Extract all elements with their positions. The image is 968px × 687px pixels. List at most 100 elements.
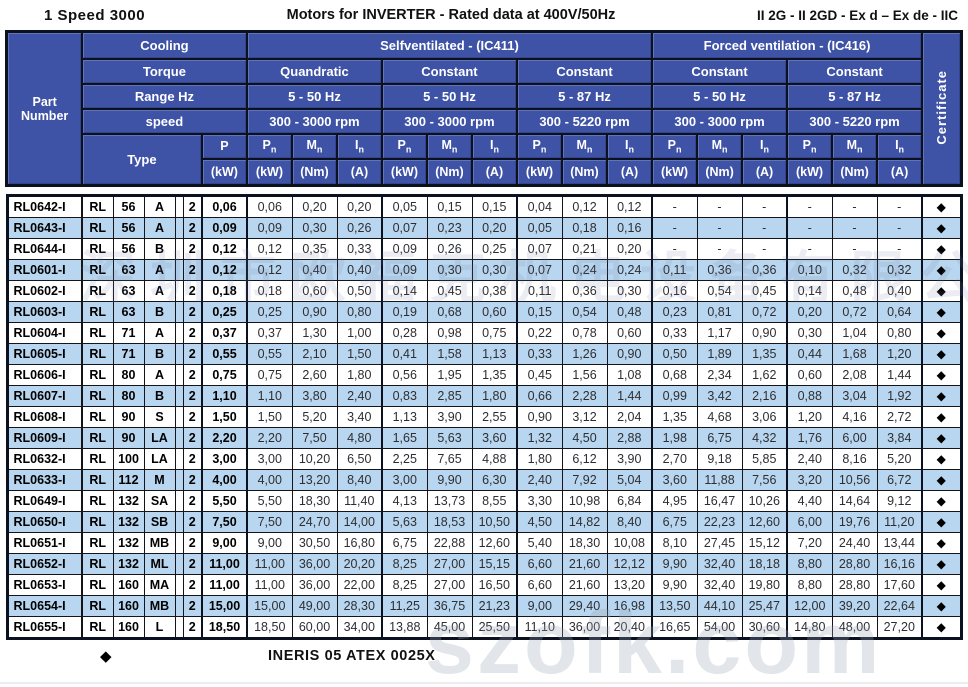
value-cell: 0,15: [471, 195, 518, 218]
value-cell: 18,50: [246, 616, 293, 639]
value-cell: -: [786, 217, 833, 239]
certificate-cell: ◆: [921, 238, 962, 260]
part-number-cell: RL0609-I: [6, 427, 83, 449]
value-cell: 7,50: [246, 511, 293, 533]
p-cell: 0,12: [201, 259, 248, 281]
type-pole: 2: [182, 616, 203, 639]
type-size: 80: [112, 385, 145, 407]
type-spacer: [174, 616, 184, 639]
value-cell: 0,60: [471, 301, 518, 323]
group-4-unit-3: (A): [741, 157, 789, 187]
table-row: RL0652-I RL 132 ML 2 11,00 11,00 36,00 20,20 8,25…: [6, 553, 962, 575]
quantity-subscript: n: [628, 144, 634, 155]
quantity-subscript: n: [540, 144, 547, 155]
value-cell: 0,40: [291, 259, 338, 281]
group-2-unit-2: (Nm): [425, 157, 473, 187]
value-cell: 0,20: [336, 195, 383, 218]
quantity-subscript: n: [586, 144, 593, 155]
part-number-cell: RL0608-I: [6, 406, 83, 428]
group-3-range: 5 - 87 Hz: [515, 82, 654, 110]
group-1-speed: 300 - 3000 rpm: [245, 107, 383, 135]
value-cell: 0,07: [516, 238, 563, 260]
certificate-cell: ◆: [921, 259, 962, 281]
value-cell: 4,13: [381, 490, 428, 512]
value-cell: 10,08: [606, 532, 653, 554]
header-row-speed: speed 300 - 3000 rpm 300 - 3000 rpm 300 - …: [7, 107, 961, 135]
group-1-range: 5 - 50 Hz: [245, 82, 383, 110]
certificate-cell: ◆: [921, 385, 962, 407]
value-cell: 1,32: [516, 427, 563, 449]
value-cell: 1,92: [876, 385, 923, 407]
type-spacer: [174, 511, 184, 533]
value-cell: 5,04: [606, 469, 653, 491]
value-cell: 0,44: [786, 343, 833, 365]
value-cell: 3,80: [291, 385, 338, 407]
type-letter: ML: [143, 553, 176, 575]
group-2-speed: 300 - 3000 rpm: [380, 107, 518, 135]
p-cell: 7,50: [201, 511, 248, 533]
value-cell: 14,00: [336, 511, 383, 533]
value-cell: 3,06: [741, 406, 788, 428]
value-cell: 0,50: [336, 280, 383, 302]
value-cell: -: [741, 217, 788, 239]
type-label: Type: [80, 132, 203, 187]
value-cell: 4,32: [741, 427, 788, 449]
type-pole: 2: [182, 259, 203, 281]
type-pole: 2: [182, 406, 203, 428]
value-cell: 0,90: [291, 301, 338, 323]
value-cell: 2,28: [561, 385, 608, 407]
certificate-cell: ◆: [921, 322, 962, 344]
type-spacer: [174, 490, 184, 512]
type-series: RL: [81, 490, 114, 512]
quantity-symbol: M: [441, 137, 452, 152]
type-pole: 2: [182, 532, 203, 554]
value-cell: 8,25: [381, 574, 428, 596]
type-letter: B: [143, 385, 176, 407]
value-cell: 0,07: [381, 217, 428, 239]
group-2-range: 5 - 50 Hz: [380, 82, 518, 110]
value-cell: 6,84: [606, 490, 653, 512]
quantity-symbol: P: [802, 137, 811, 152]
value-cell: 5,20: [876, 448, 923, 470]
value-cell: 0,40: [336, 259, 383, 281]
type-series: RL: [81, 469, 114, 491]
value-cell: 0,16: [651, 280, 698, 302]
type-series: RL: [81, 217, 114, 239]
type-size: 80: [112, 364, 145, 386]
certificate-header: Certificate: [921, 30, 963, 187]
type-series: RL: [81, 280, 114, 302]
value-cell: 29,40: [561, 595, 608, 617]
part-number-cell: RL0633-I: [6, 469, 83, 491]
value-cell: 36,00: [291, 553, 338, 575]
value-cell: 1,17: [696, 322, 743, 344]
table-row: RL0605-I RL 71 B 2 0,55 0,55 2,10 1,50 0,41 1,58 1,…: [6, 343, 962, 365]
value-cell: 15,12: [741, 532, 788, 554]
value-cell: 13,20: [606, 574, 653, 596]
quantity-subscript: n: [857, 144, 863, 155]
value-cell: 24,40: [831, 532, 878, 554]
value-cell: 25,47: [741, 595, 788, 617]
value-cell: 6,75: [651, 511, 698, 533]
value-cell: 6,60: [516, 553, 563, 575]
value-cell: 6,12: [561, 448, 608, 470]
type-series: RL: [81, 322, 114, 344]
value-cell: 0,18: [561, 217, 608, 239]
type-letter: A: [143, 364, 176, 386]
table-row: RL0654-I RL 160 MB 2 15,00 15,00 49,00 28,30 11,2…: [6, 595, 962, 617]
value-cell: 0,60: [606, 322, 653, 344]
quantity-subscript: n: [316, 144, 323, 155]
certificate-cell: ◆: [921, 195, 962, 218]
value-cell: 8,25: [381, 553, 428, 575]
value-cell: 0,33: [651, 322, 698, 344]
value-cell: 2,60: [291, 364, 338, 386]
quantity-subscript: n: [763, 144, 770, 155]
p-cell: 0,12: [201, 238, 248, 260]
type-letter: A: [143, 280, 176, 302]
value-cell: 44,10: [696, 595, 743, 617]
value-cell: 2,25: [381, 448, 428, 470]
type-series: RL: [81, 574, 114, 596]
p-cell: 0,06: [201, 195, 248, 218]
p-cell: 0,25: [201, 301, 248, 323]
group-3-symbol-3: In: [605, 132, 654, 160]
value-cell: 8,10: [651, 532, 698, 554]
